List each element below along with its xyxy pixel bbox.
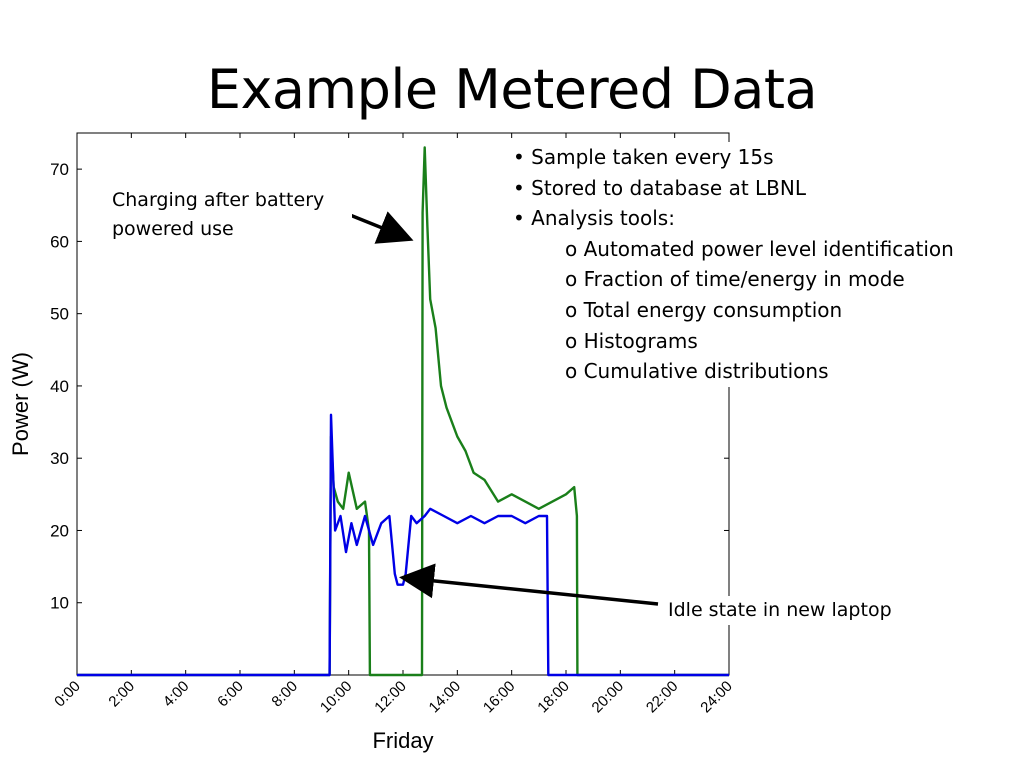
sub-bullet-item: o Automated power level identification bbox=[565, 236, 954, 261]
x-tick-label: 24:00 bbox=[697, 678, 736, 717]
x-tick-label: 18:00 bbox=[534, 678, 573, 717]
y-tick-label: 30 bbox=[50, 449, 69, 468]
x-tick-label: 0:00 bbox=[51, 678, 84, 711]
x-tick-label: 22:00 bbox=[643, 678, 682, 717]
y-tick-label: 50 bbox=[50, 305, 69, 324]
idle-arrow bbox=[399, 563, 659, 606]
sub-bullet-item: o Cumulative distributions bbox=[565, 359, 829, 384]
idle-annotation: Idle state in new laptop bbox=[668, 596, 892, 625]
x-tick-label: 14:00 bbox=[426, 678, 465, 717]
sub-bullet-item: o Histograms bbox=[565, 328, 698, 353]
x-tick-label: 10:00 bbox=[317, 678, 356, 717]
series-line-green bbox=[77, 146, 729, 677]
x-tick-label: 2:00 bbox=[105, 678, 138, 711]
x-tick-label: 4:00 bbox=[160, 678, 193, 711]
y-tick-label: 20 bbox=[50, 521, 69, 540]
bullet-item: • Analysis tools: bbox=[513, 206, 675, 231]
sub-bullet-item: o Total energy consumption bbox=[565, 297, 843, 322]
series-line-blue bbox=[77, 413, 729, 677]
y-tick-label: 70 bbox=[50, 160, 69, 179]
sub-bullet-item: o Fraction of time/energy in mode bbox=[565, 267, 905, 292]
charging-annotation: Charging after battery powered use bbox=[112, 186, 352, 244]
x-tick-label: 8:00 bbox=[268, 678, 301, 711]
bullet-item: • Sample taken every 15s bbox=[513, 145, 774, 169]
x-tick-label: 6:00 bbox=[214, 678, 247, 711]
x-axis-label: Friday bbox=[372, 728, 433, 753]
bullet-item: • Stored to database at LBNL bbox=[513, 175, 807, 200]
y-tick-label: 60 bbox=[50, 232, 69, 251]
y-axis-label: Power (W) bbox=[8, 352, 33, 456]
x-tick-label: 12:00 bbox=[371, 678, 410, 717]
charging-arrow bbox=[344, 211, 414, 244]
x-tick-label: 20:00 bbox=[589, 678, 628, 717]
bullet-list: • Sample taken every 15s • Stored to dat… bbox=[513, 142, 960, 387]
x-tick-label: 16:00 bbox=[480, 678, 519, 717]
y-tick-label: 10 bbox=[50, 594, 69, 613]
y-tick-label: 40 bbox=[50, 377, 69, 396]
slide-title: Example Metered Data bbox=[206, 58, 818, 121]
